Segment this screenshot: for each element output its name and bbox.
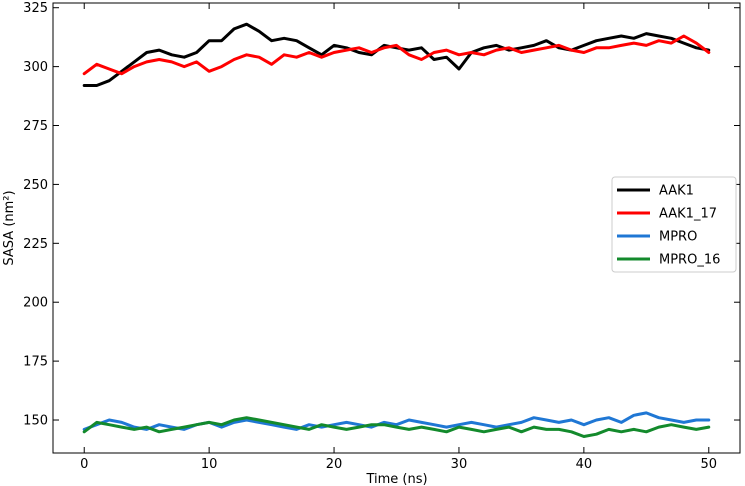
x-tick-label: 40 — [576, 457, 593, 472]
y-tick-label: 225 — [23, 237, 48, 252]
series-line-aak1-17 — [82, 34, 711, 76]
legend-label-aak1-17: AAK1_17 — [659, 207, 717, 222]
series-line-mpro-16 — [82, 416, 711, 438]
legend-label-aak1: AAK1 — [659, 184, 694, 199]
plot-area-frame — [52, 2, 741, 454]
x-tick-label: 10 — [201, 457, 218, 472]
series-layer — [82, 22, 711, 438]
y-tick-label: 250 — [23, 178, 48, 193]
y-tick-label: 325 — [23, 1, 48, 16]
legend-label-mpro-16: MPRO_16 — [659, 253, 720, 268]
series-line-aak1 — [82, 22, 711, 87]
y-tick-label: 200 — [23, 296, 48, 311]
y-tick-label: 275 — [23, 119, 48, 134]
x-tick-label: 0 — [80, 457, 88, 472]
legend: AAK1 AAK1_17 MPRO MPRO_16 — [611, 176, 737, 273]
series-line-mpro — [82, 411, 711, 431]
x-axis-label: Time (ns) — [365, 472, 427, 486]
y-tick-label: 150 — [23, 414, 48, 429]
x-axis: 0 10 20 30 40 50 — [80, 3, 717, 472]
x-tick-label: 20 — [326, 457, 343, 472]
legend-box — [611, 176, 737, 273]
x-tick-label: 30 — [451, 457, 468, 472]
y-tick-label: 175 — [23, 355, 48, 370]
y-axis: 150 175 200 225 250 275 300 325 — [23, 1, 740, 429]
x-tick-label: 50 — [700, 457, 717, 472]
y-tick-label: 300 — [23, 60, 48, 75]
legend-label-mpro: MPRO — [659, 230, 697, 245]
y-axis-label: SASA (nm²) — [2, 190, 17, 265]
